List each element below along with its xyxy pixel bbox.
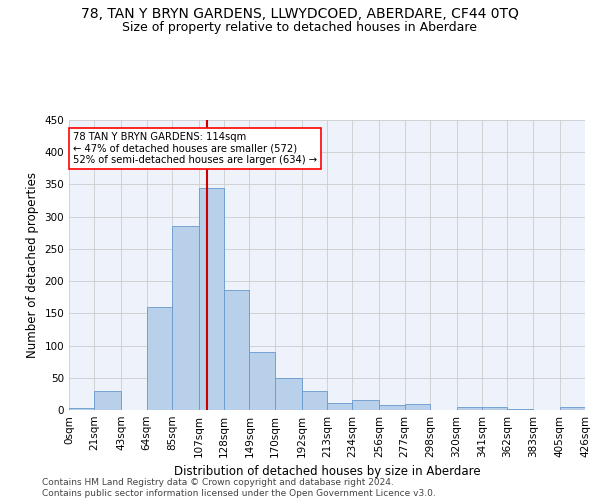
Bar [199,188,224,410]
X-axis label: Distribution of detached houses by size in Aberdare: Distribution of detached houses by size … [173,466,481,478]
Bar [404,404,430,410]
Bar [560,407,585,410]
Text: 78 TAN Y BRYN GARDENS: 114sqm
← 47% of detached houses are smaller (572)
52% of : 78 TAN Y BRYN GARDENS: 114sqm ← 47% of d… [73,132,317,165]
Text: Contains HM Land Registry data © Crown copyright and database right 2024.
Contai: Contains HM Land Registry data © Crown c… [42,478,436,498]
Y-axis label: Number of detached properties: Number of detached properties [26,172,39,358]
Bar [69,408,94,410]
Bar [379,406,404,410]
Bar [224,290,250,410]
Text: Size of property relative to detached houses in Aberdare: Size of property relative to detached ho… [122,21,478,34]
Text: 78, TAN Y BRYN GARDENS, LLWYDCOED, ABERDARE, CF44 0TQ: 78, TAN Y BRYN GARDENS, LLWYDCOED, ABERD… [81,8,519,22]
Bar [94,390,121,410]
Bar [172,226,199,410]
Bar [146,307,172,410]
Bar [275,378,302,410]
Bar [352,400,379,410]
Bar [482,407,508,410]
Bar [302,390,327,410]
Bar [457,407,482,410]
Bar [250,352,275,410]
Bar [327,403,352,410]
